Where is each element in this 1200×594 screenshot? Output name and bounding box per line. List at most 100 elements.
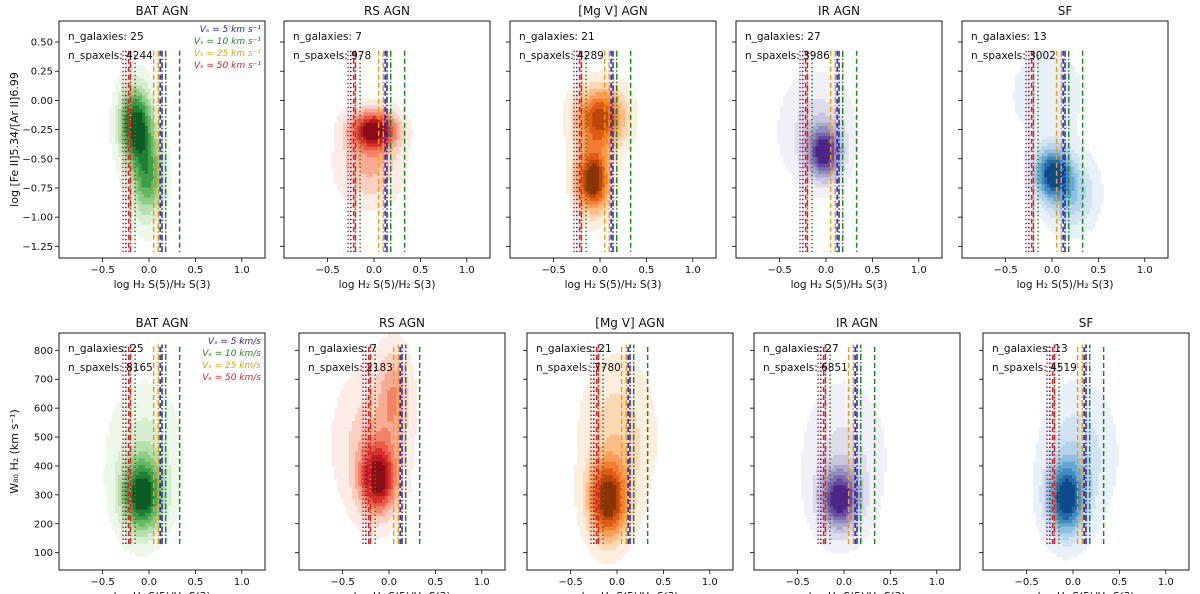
panel-1-4: −0.5 0.0 0.5 1.0 SF log H₂ S(5)/H₂ S(3) n_gala… (979, 316, 1190, 594)
x-tick-label: 0.0 (141, 577, 157, 588)
x-tick-label: −0.5 (315, 265, 339, 276)
legend-entry: Vₛ = 10 km/s (202, 349, 261, 359)
x-tick-label: 0.5 (638, 265, 654, 276)
x-tick-label: 0.0 (609, 577, 625, 588)
x-tick-label: −0.5 (558, 577, 582, 588)
legend-entry: Vₛ = 5 km/s (208, 337, 261, 347)
n-spaxels-label: n_spaxels: 7780 (536, 362, 621, 374)
x-tick-label: 0.0 (1044, 265, 1060, 276)
y-tick-label: −0.25 (22, 125, 53, 136)
x-tick-label: 1.0 (1158, 577, 1174, 588)
legend-entry: Vₛ = 10 km s⁻¹ (194, 37, 261, 47)
n-galaxies-label: n_galaxies: 27 (763, 343, 839, 355)
panel-title: [Mg V] AGN (578, 4, 647, 18)
x-tick-label: 0.5 (655, 577, 671, 588)
density-level-7 (815, 139, 831, 164)
x-tick-label: 0.5 (882, 577, 898, 588)
n-galaxies-label: n_galaxies: 13 (971, 31, 1047, 43)
panel-0-1: −0.5 0.0 0.5 1.0 RS AGN log H₂ S(5)/H₂ S(3) n_… (280, 4, 491, 291)
y-tick-label: 0.00 (31, 96, 53, 107)
density-contours (1033, 380, 1119, 561)
y-tick-label: 400 (34, 461, 53, 472)
shock-legend: Vₛ = 5 km/s Vₛ = 10 km/s Vₛ = 25 km/s Vₛ = … (202, 337, 261, 383)
x-tick-label: 1.0 (702, 577, 718, 588)
n-spaxels-label: n_spaxels: 4244 (68, 50, 153, 62)
x-tick-label: 0.5 (412, 265, 428, 276)
x-axis-label: log H₂ S(5)/H₂ S(3) (791, 279, 888, 291)
n-spaxels-label: n_spaxels: 2183 (308, 362, 393, 374)
n-spaxels-label: n_spaxels: 3986 (745, 50, 830, 62)
x-tick-label: 0.0 (381, 577, 397, 588)
legend-entry: Vₛ = 50 km/s (202, 373, 261, 383)
y-tick-label: 100 (34, 548, 53, 559)
y-tick-label: 700 (34, 375, 53, 386)
x-tick-label: −0.5 (90, 577, 114, 588)
x-tick-label: 0.5 (427, 577, 443, 588)
shock-model-lines (573, 50, 632, 253)
density-contours (331, 98, 415, 212)
x-tick-label: 1.0 (234, 265, 250, 276)
shock-model-lines (799, 50, 858, 253)
density-level-7 (1044, 163, 1063, 188)
x-tick-label: 0.0 (818, 265, 834, 276)
x-tick-label: 1.0 (685, 265, 701, 276)
y-tick-label: −0.75 (22, 183, 53, 194)
x-axis-label: log H₂ S(5)/H₂ S(3) (339, 279, 436, 291)
legend-entry: Vₛ = 50 km s⁻¹ (194, 61, 261, 71)
y-tick-label: 800 (34, 346, 53, 357)
y-tick-label: −1.00 (22, 213, 53, 224)
x-tick-label: 1.0 (234, 577, 250, 588)
panel-title: IR AGN (818, 4, 860, 18)
x-axis-label: log H₂ S(5)/H₂ S(3) (114, 279, 211, 291)
x-tick-label: −0.5 (993, 265, 1017, 276)
panel-title: SF (1058, 4, 1073, 18)
panel-0-4: −0.5 0.0 0.5 1.0 SF log H₂ S(5)/H₂ S(3) n_gala… (958, 4, 1169, 291)
x-tick-label: 1.0 (474, 577, 490, 588)
x-tick-label: 1.0 (929, 577, 945, 588)
panel-title: RS AGN (364, 4, 410, 18)
n-galaxies-label: n_galaxies: 7 (308, 343, 377, 355)
x-tick-label: −0.5 (767, 265, 791, 276)
panel-0-2: −0.5 0.0 0.5 1.0 [Mg V] AGN log H₂ S(5)/H₂ S(… (506, 4, 717, 291)
density-level-7 (132, 478, 151, 510)
x-axis-label: log H₂ S(5)/H₂ S(3) (582, 591, 679, 594)
n-spaxels-label: n_spaxels: 978 (293, 50, 371, 62)
shock-model-lines (362, 344, 421, 544)
n-spaxels-label: n_spaxels: 4519 (992, 362, 1077, 374)
x-axis-label: log H₂ S(5)/H₂ S(3) (1038, 591, 1135, 594)
y-tick-label: −0.50 (22, 154, 53, 165)
axes-frame (982, 332, 1190, 571)
axes-frame (58, 332, 266, 571)
x-axis-label: log H₂ S(5)/H₂ S(3) (114, 591, 211, 594)
x-tick-label: 0.0 (836, 577, 852, 588)
n-galaxies-label: n_galaxies: 25 (68, 343, 144, 355)
panel-0-3: −0.5 0.0 0.5 1.0 IR AGN log H₂ S(5)/H₂ S(3) n_… (732, 4, 943, 291)
row-0-ylabel: log [Fe II]5.34/[Ar II]6.99 (8, 72, 21, 207)
axes-frame (58, 20, 266, 259)
n-spaxels-label: n_spaxels: 3002 (971, 50, 1056, 62)
x-axis-label: log H₂ S(5)/H₂ S(3) (1017, 279, 1114, 291)
x-tick-label: 0.0 (592, 265, 608, 276)
n-galaxies-label: n_galaxies: 7 (293, 31, 362, 43)
density-contours (574, 353, 658, 564)
n-galaxies-label: n_galaxies: 21 (519, 31, 595, 43)
density-contours (103, 380, 184, 558)
y-tick-label: −1.25 (22, 242, 53, 253)
shock-model-lines (347, 50, 406, 253)
x-tick-label: 1.0 (911, 265, 927, 276)
x-tick-label: 0.0 (141, 265, 157, 276)
shock-legend: Vₛ = 5 km s⁻¹ Vₛ = 10 km s⁻¹ Vₛ = 25 km s⁻… (194, 25, 261, 71)
x-tick-label: 0.5 (187, 577, 203, 588)
panel-title: SF (1079, 316, 1094, 330)
shock-model-lines (122, 50, 181, 253)
n-galaxies-label: n_galaxies: 21 (536, 343, 612, 355)
y-tick-label: 0.50 (31, 38, 53, 49)
n-spaxels-label: n_spaxels: 6851 (763, 362, 848, 374)
n-galaxies-label: n_galaxies: 27 (745, 31, 821, 43)
x-axis-label: log H₂ S(5)/H₂ S(3) (354, 591, 451, 594)
x-axis-label: log H₂ S(5)/H₂ S(3) (809, 591, 906, 594)
y-tick-label: 300 (34, 490, 53, 501)
density-level-7 (600, 481, 616, 517)
x-tick-label: 0.0 (1065, 577, 1081, 588)
